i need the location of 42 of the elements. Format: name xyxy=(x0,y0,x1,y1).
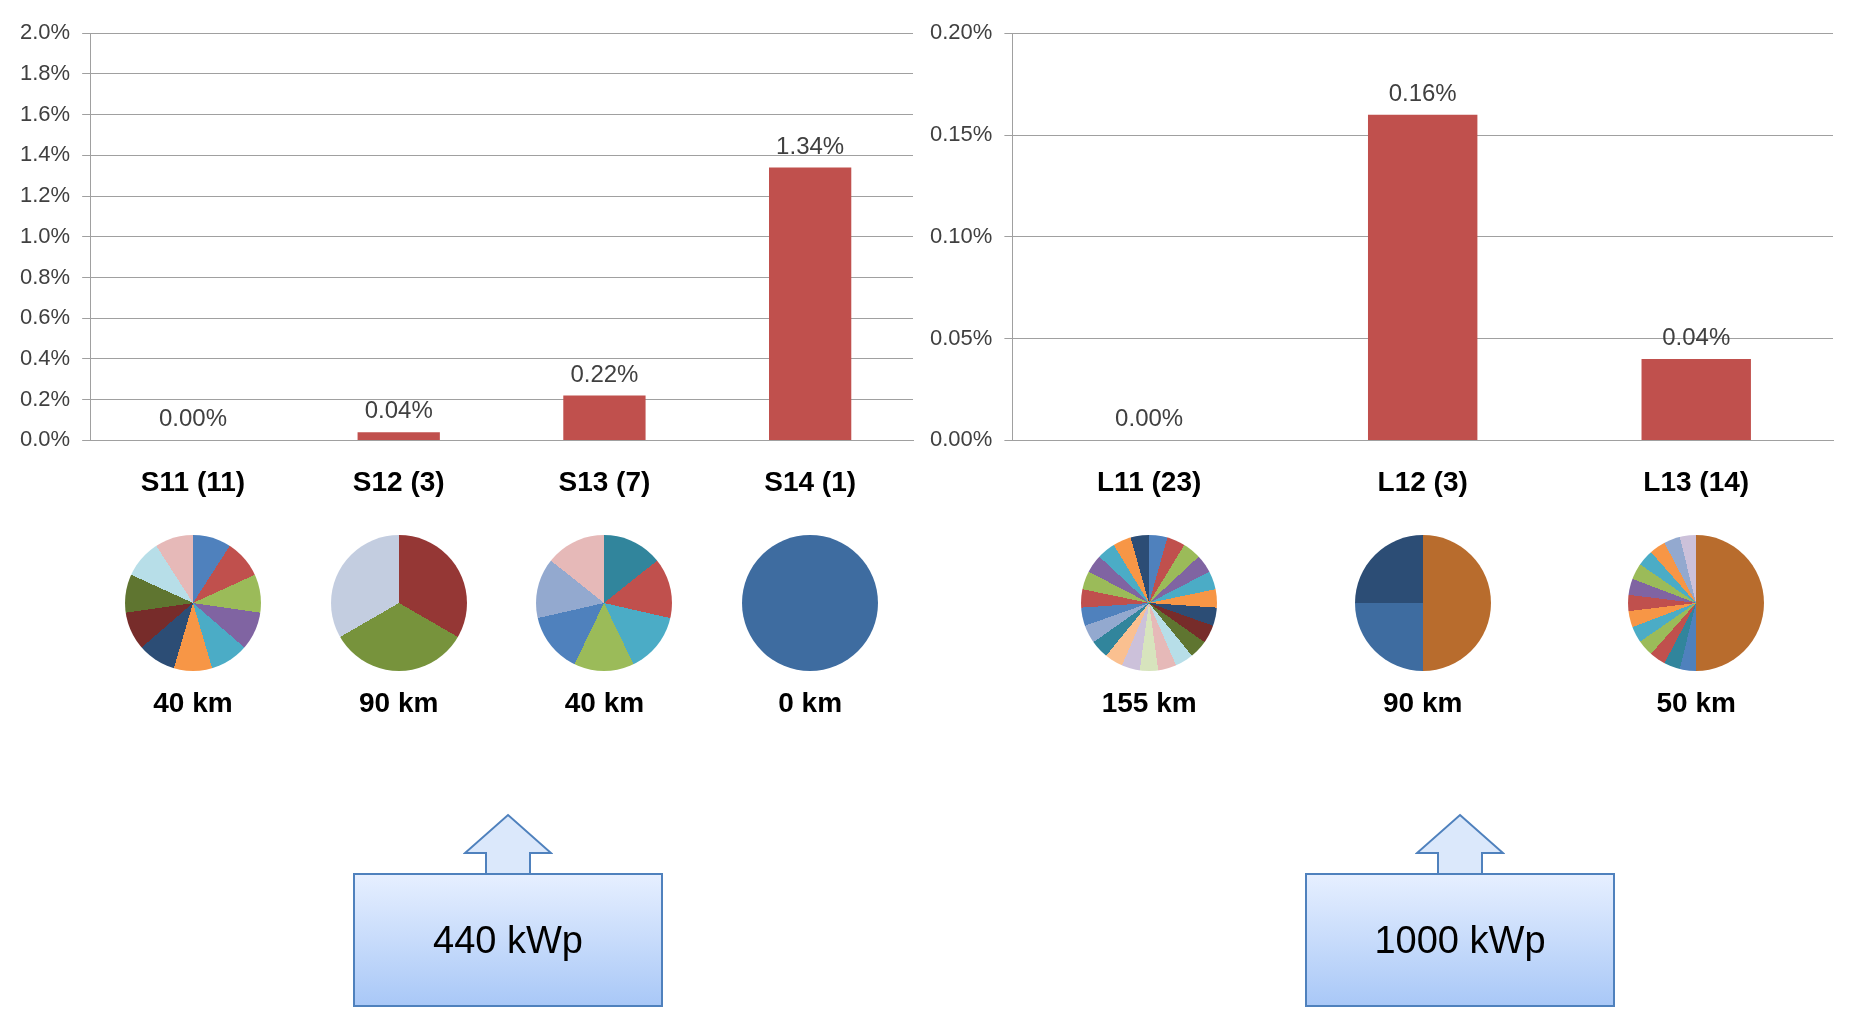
data-label: 0.16% xyxy=(1388,78,1457,106)
text: 155 km xyxy=(1101,687,1197,719)
bar xyxy=(769,167,852,440)
y-tick-label: 0.05% xyxy=(929,324,993,350)
text: 40 km xyxy=(564,687,645,719)
data-label: 0.00% xyxy=(1115,404,1184,432)
x-tick-label: L13 (14) xyxy=(1643,465,1750,497)
data-label: 0.04% xyxy=(1662,322,1731,350)
y-tick-label: 0.20% xyxy=(929,19,993,45)
x-tick-label: S12 (3) xyxy=(352,465,445,497)
y-tick-label: 1.0% xyxy=(19,222,71,248)
y-tick-label: 1.6% xyxy=(19,100,71,126)
y-tick-label: 0.00% xyxy=(929,426,993,452)
text: 50 km xyxy=(1656,687,1736,719)
text: 90 km xyxy=(1382,687,1463,719)
x-tick-label: S13 (7) xyxy=(558,465,651,497)
text: 0 km xyxy=(778,687,843,719)
y-tick-label: 0.10% xyxy=(929,222,993,248)
y-tick-label: 1.4% xyxy=(19,141,71,167)
bar xyxy=(357,432,440,440)
data-label: 0.00% xyxy=(158,404,228,432)
x-tick-label: L12 (3) xyxy=(1377,465,1468,497)
y-tick-label: 1.2% xyxy=(19,182,71,208)
bar xyxy=(563,395,646,440)
y-tick-label: 0.4% xyxy=(19,345,71,371)
y-tick-label: 0.2% xyxy=(19,385,71,411)
y-tick-label: 0.0% xyxy=(19,426,71,452)
text: 440 kWp xyxy=(353,873,663,1007)
x-tick-label: S14 (1) xyxy=(764,465,857,497)
data-label: 0.04% xyxy=(364,396,433,424)
text: 40 km xyxy=(153,687,233,719)
data-label: 0.22% xyxy=(570,359,639,387)
y-tick-label: 0.15% xyxy=(929,121,993,147)
text: 90 km xyxy=(359,687,439,719)
text: 1000 kWp xyxy=(1305,873,1615,1007)
data-label: 1.34% xyxy=(776,131,845,159)
y-tick-label: 2.0% xyxy=(19,19,71,45)
y-tick-label: 1.8% xyxy=(19,59,71,85)
y-tick-label: 0.6% xyxy=(19,304,71,330)
y-tick-label: 0.8% xyxy=(19,263,71,289)
x-tick-label: S11 (11) xyxy=(140,465,246,497)
x-tick-label: L11 (23) xyxy=(1097,465,1202,497)
